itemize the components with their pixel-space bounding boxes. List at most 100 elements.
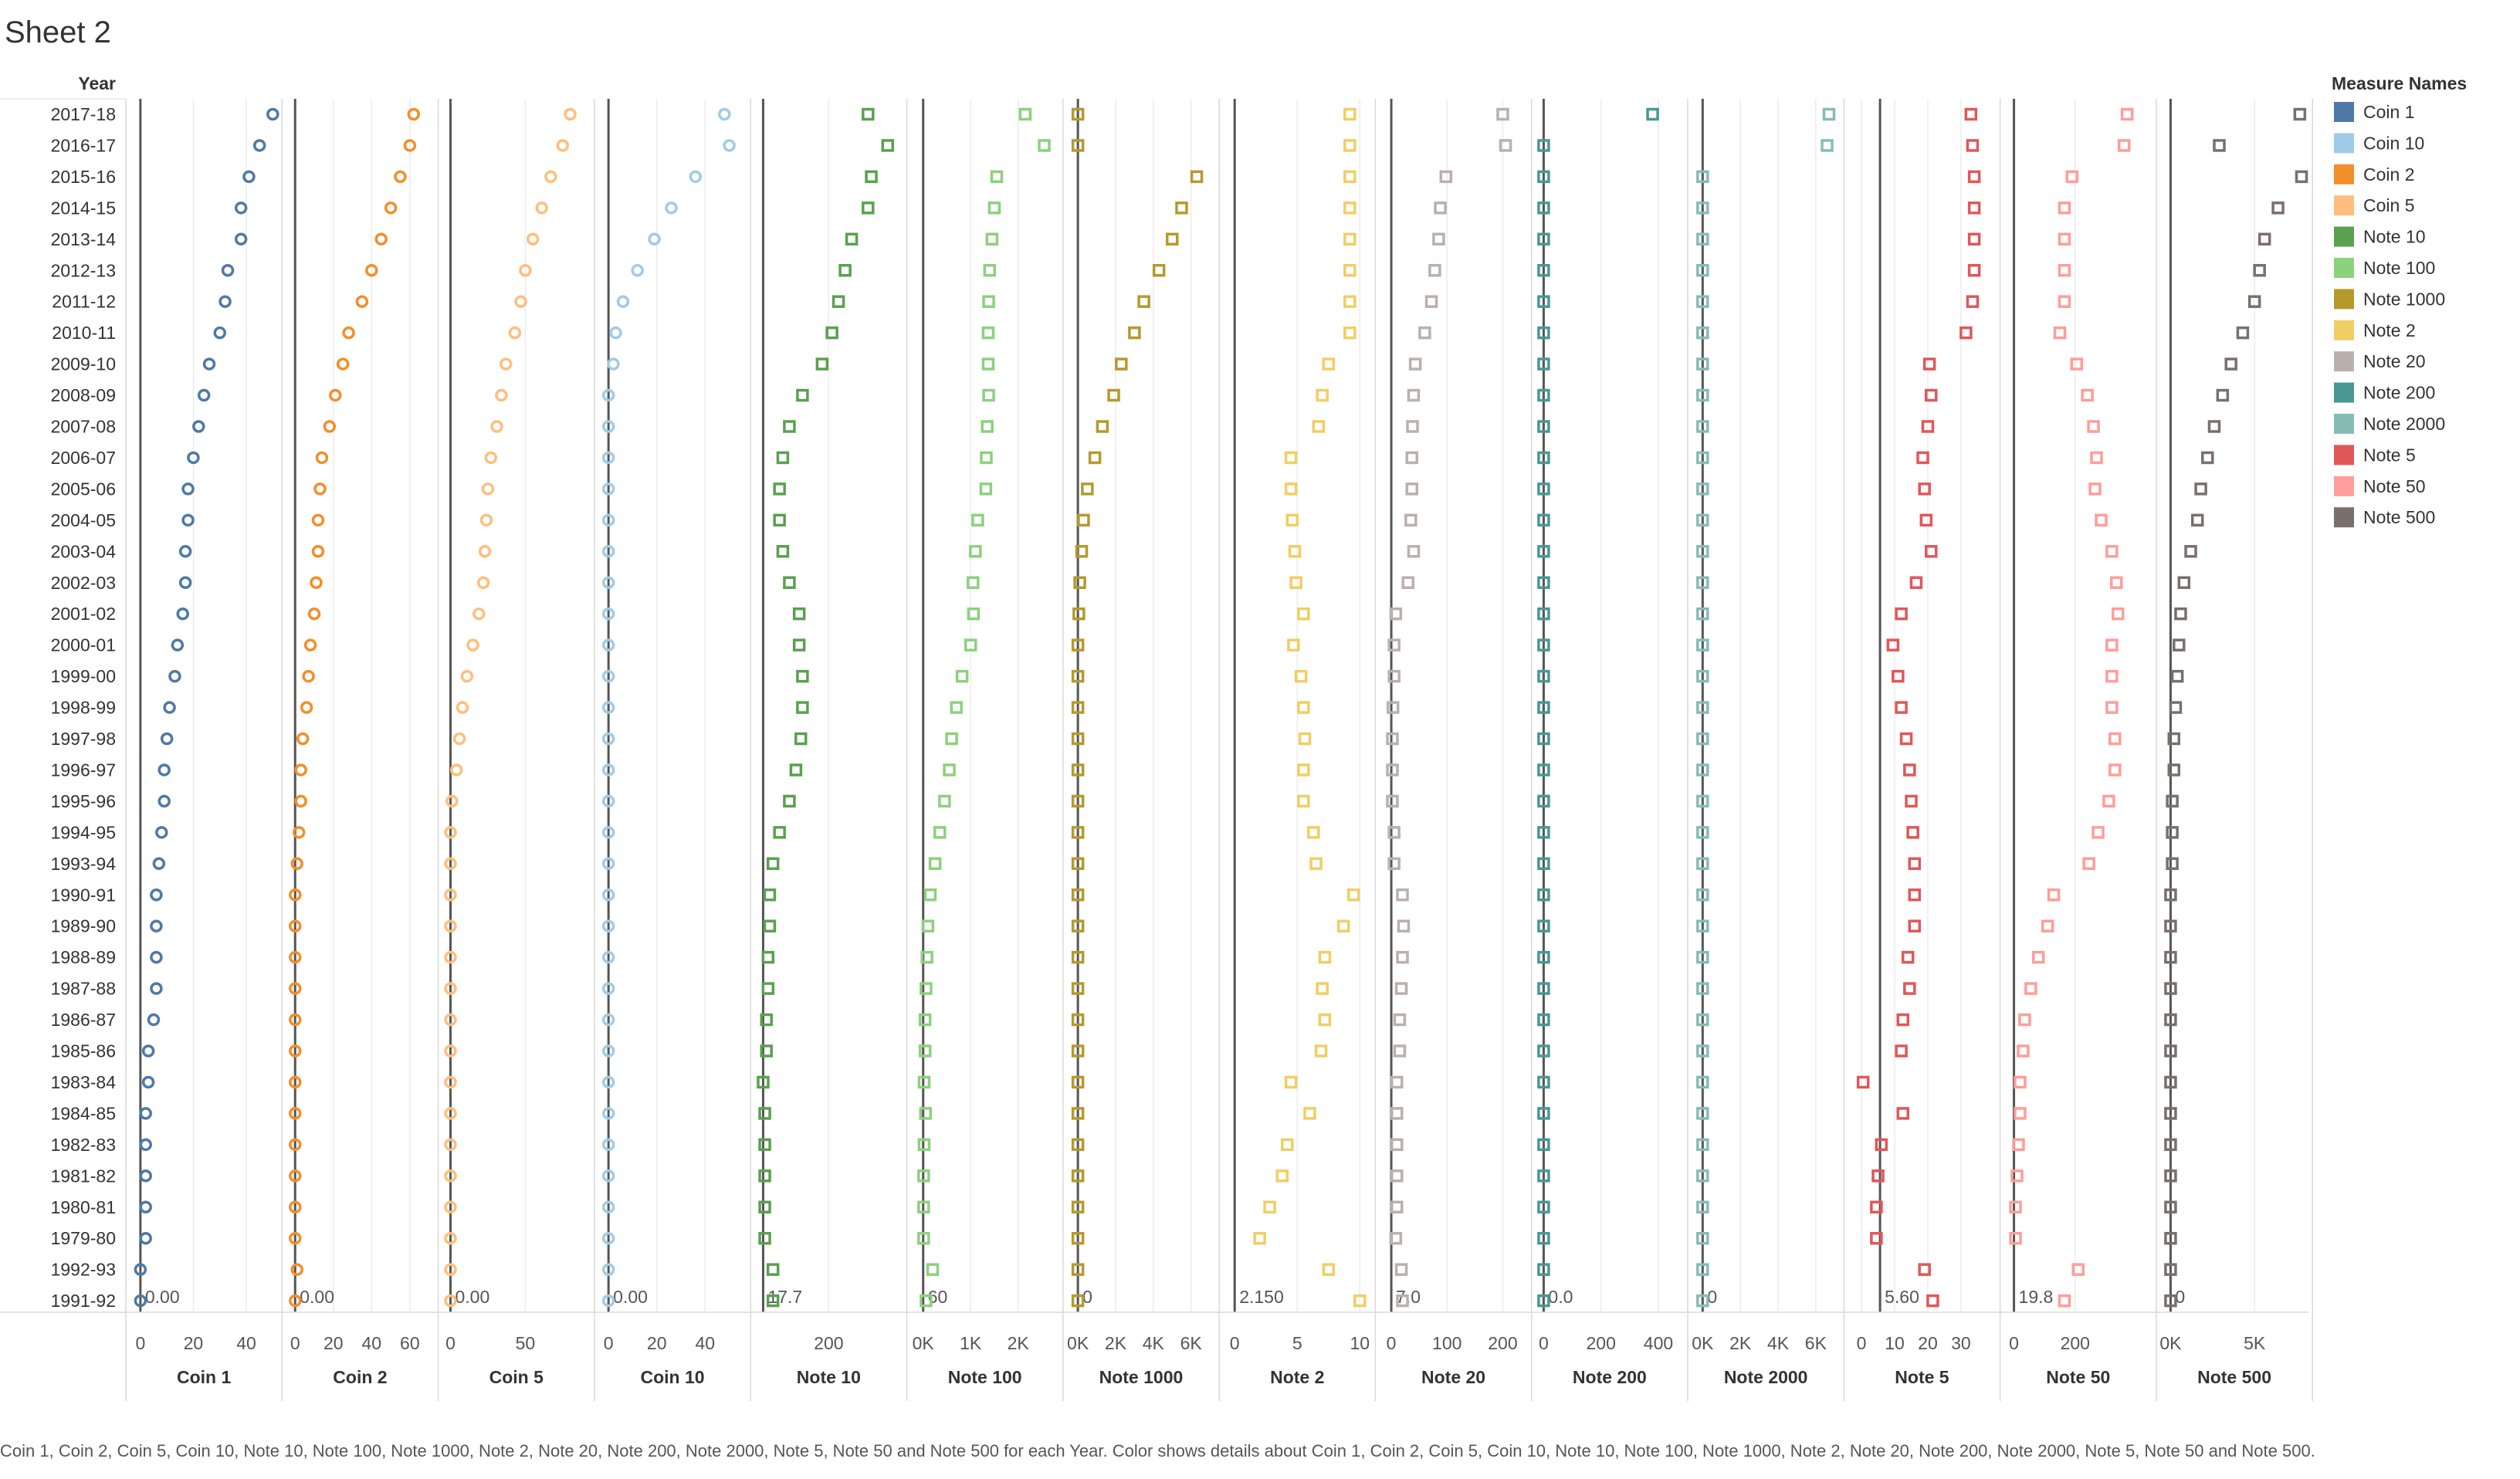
year-label-1982-83: 1982-83: [51, 1135, 116, 1155]
legend-label: Note 50: [2363, 476, 2426, 496]
data-point-note-2000: [1696, 357, 1709, 371]
data-point-note-2000: [1696, 482, 1709, 496]
legend-item-note-50[interactable]: Note 50: [2334, 476, 2426, 496]
data-point-note-10: [758, 1231, 771, 1245]
data-point-coin-1: [139, 1169, 152, 1183]
year-label-1996-97: 1996-97: [51, 760, 116, 780]
data-point-coin-10: [601, 669, 615, 683]
legend-item-note-2000[interactable]: Note 2000: [2334, 414, 2445, 434]
legend-item-note-200[interactable]: Note 200: [2334, 383, 2435, 403]
year-label-1984-85: 1984-85: [51, 1103, 116, 1123]
data-point-note-50: [2009, 1200, 2022, 1213]
data-point-coin-10: [601, 763, 615, 777]
data-point-note-2000: [1696, 264, 1709, 277]
data-point-coin-1: [139, 1107, 152, 1120]
data-point-coin-1: [213, 326, 226, 340]
data-point-note-500: [2164, 888, 2177, 902]
data-point-note-200: [1537, 701, 1550, 714]
legend-item-note-1000[interactable]: Note 1000: [2334, 289, 2445, 310]
data-point-coin-2: [289, 1107, 302, 1120]
data-point-note-10: [796, 669, 809, 683]
data-point-note-500: [2164, 1294, 2177, 1308]
data-point-note-5: [1918, 1263, 1931, 1276]
legend-item-coin-10[interactable]: Coin 10: [2334, 133, 2424, 154]
legend-label: Note 2000: [2363, 414, 2445, 434]
legend-swatch: [2334, 320, 2354, 340]
legend-item-coin-5[interactable]: Coin 5: [2334, 195, 2414, 216]
data-point-note-5: [1918, 482, 1931, 496]
column-label-note-10: Note 10: [797, 1367, 861, 1387]
data-point-note-500: [2166, 794, 2179, 808]
column-label-note-100: Note 100: [948, 1367, 1022, 1387]
data-point-coin-1: [150, 919, 163, 932]
data-point-note-1000: [1081, 482, 1094, 496]
data-point-note-200: [1537, 826, 1550, 839]
data-point-note-5: [1967, 170, 1981, 184]
data-point-note-2: [1322, 357, 1336, 371]
data-point-note-2000: [1822, 107, 1836, 121]
legend-label: Note 100: [2363, 258, 2435, 278]
data-point-note-200: [1537, 638, 1550, 652]
data-point-note-50: [2012, 1138, 2025, 1152]
data-point-note-20: [1428, 264, 1441, 277]
year-label-1990-91: 1990-91: [51, 885, 116, 905]
data-point-note-5: [1870, 1231, 1883, 1245]
data-point-note-500: [2201, 451, 2214, 465]
year-label-2014-15: 2014-15: [51, 198, 116, 218]
data-point-note-10: [776, 451, 790, 465]
data-point-coin-1: [181, 513, 195, 527]
legend-label: Note 10: [2363, 227, 2426, 247]
data-point-note-100: [967, 607, 981, 621]
data-point-note-10: [758, 1200, 771, 1213]
data-point-coin-2: [289, 1075, 302, 1089]
data-point-coin-2: [294, 794, 307, 808]
reference-label: 0.00: [613, 1287, 648, 1307]
legend-item-note-100[interactable]: Note 100: [2334, 258, 2435, 278]
data-point-note-10: [862, 107, 875, 121]
data-point-coin-10: [601, 1138, 615, 1152]
legend-item-coin-2[interactable]: Coin 2: [2334, 164, 2414, 184]
legend-item-note-500[interactable]: Note 500: [2334, 507, 2435, 528]
data-point-note-100: [918, 1044, 932, 1058]
data-point-note-20: [1405, 451, 1419, 465]
axis-tick-label: 5K: [2244, 1333, 2266, 1353]
data-point-note-10: [763, 888, 777, 902]
axis-tick-label: 2K: [1729, 1333, 1752, 1353]
data-point-note-200: [1646, 107, 1659, 121]
year-label-2001-02: 2001-02: [51, 604, 116, 624]
data-point-coin-5: [444, 919, 457, 932]
data-point-coin-5: [444, 1263, 457, 1276]
data-point-note-20: [1424, 295, 1438, 308]
data-point-coin-10: [601, 388, 615, 402]
legend-item-note-2[interactable]: Note 2: [2334, 320, 2416, 340]
legend-item-note-5[interactable]: Note 5: [2334, 445, 2416, 465]
legend-item-coin-1[interactable]: Coin 1: [2334, 102, 2414, 122]
data-point-note-2: [1343, 201, 1357, 215]
data-point-note-10: [794, 732, 808, 746]
data-point-coin-10: [665, 201, 678, 215]
data-point-note-2000: [1696, 1107, 1709, 1120]
data-point-note-500: [2164, 1263, 2177, 1276]
data-point-note-10: [783, 794, 796, 808]
data-point-coin-10: [601, 701, 615, 714]
data-point-coin-5: [444, 1013, 457, 1027]
data-point-note-1000: [1071, 669, 1085, 683]
data-point-note-20: [1407, 388, 1421, 402]
axis-tick-label: 0: [1857, 1333, 1867, 1353]
data-point-note-2000: [1696, 513, 1709, 527]
data-point-note-5: [1875, 1138, 1888, 1152]
data-point-note-1000: [1096, 420, 1109, 433]
data-point-coin-5: [514, 295, 527, 308]
reference-label: 0.00: [455, 1287, 489, 1307]
data-point-note-20: [1387, 669, 1401, 683]
legend-item-note-10[interactable]: Note 10: [2334, 226, 2426, 247]
data-point-coin-5: [444, 1138, 457, 1152]
data-point-note-500: [2164, 1200, 2177, 1213]
data-point-coin-2: [307, 607, 321, 621]
data-point-coin-1: [171, 638, 185, 652]
legend-item-note-20[interactable]: Note 20: [2334, 351, 2426, 372]
axis-tick-label: 20: [184, 1333, 204, 1353]
data-point-note-2000: [1696, 1044, 1709, 1058]
data-point-coin-1: [139, 1200, 152, 1213]
data-point-note-50: [2105, 638, 2119, 652]
